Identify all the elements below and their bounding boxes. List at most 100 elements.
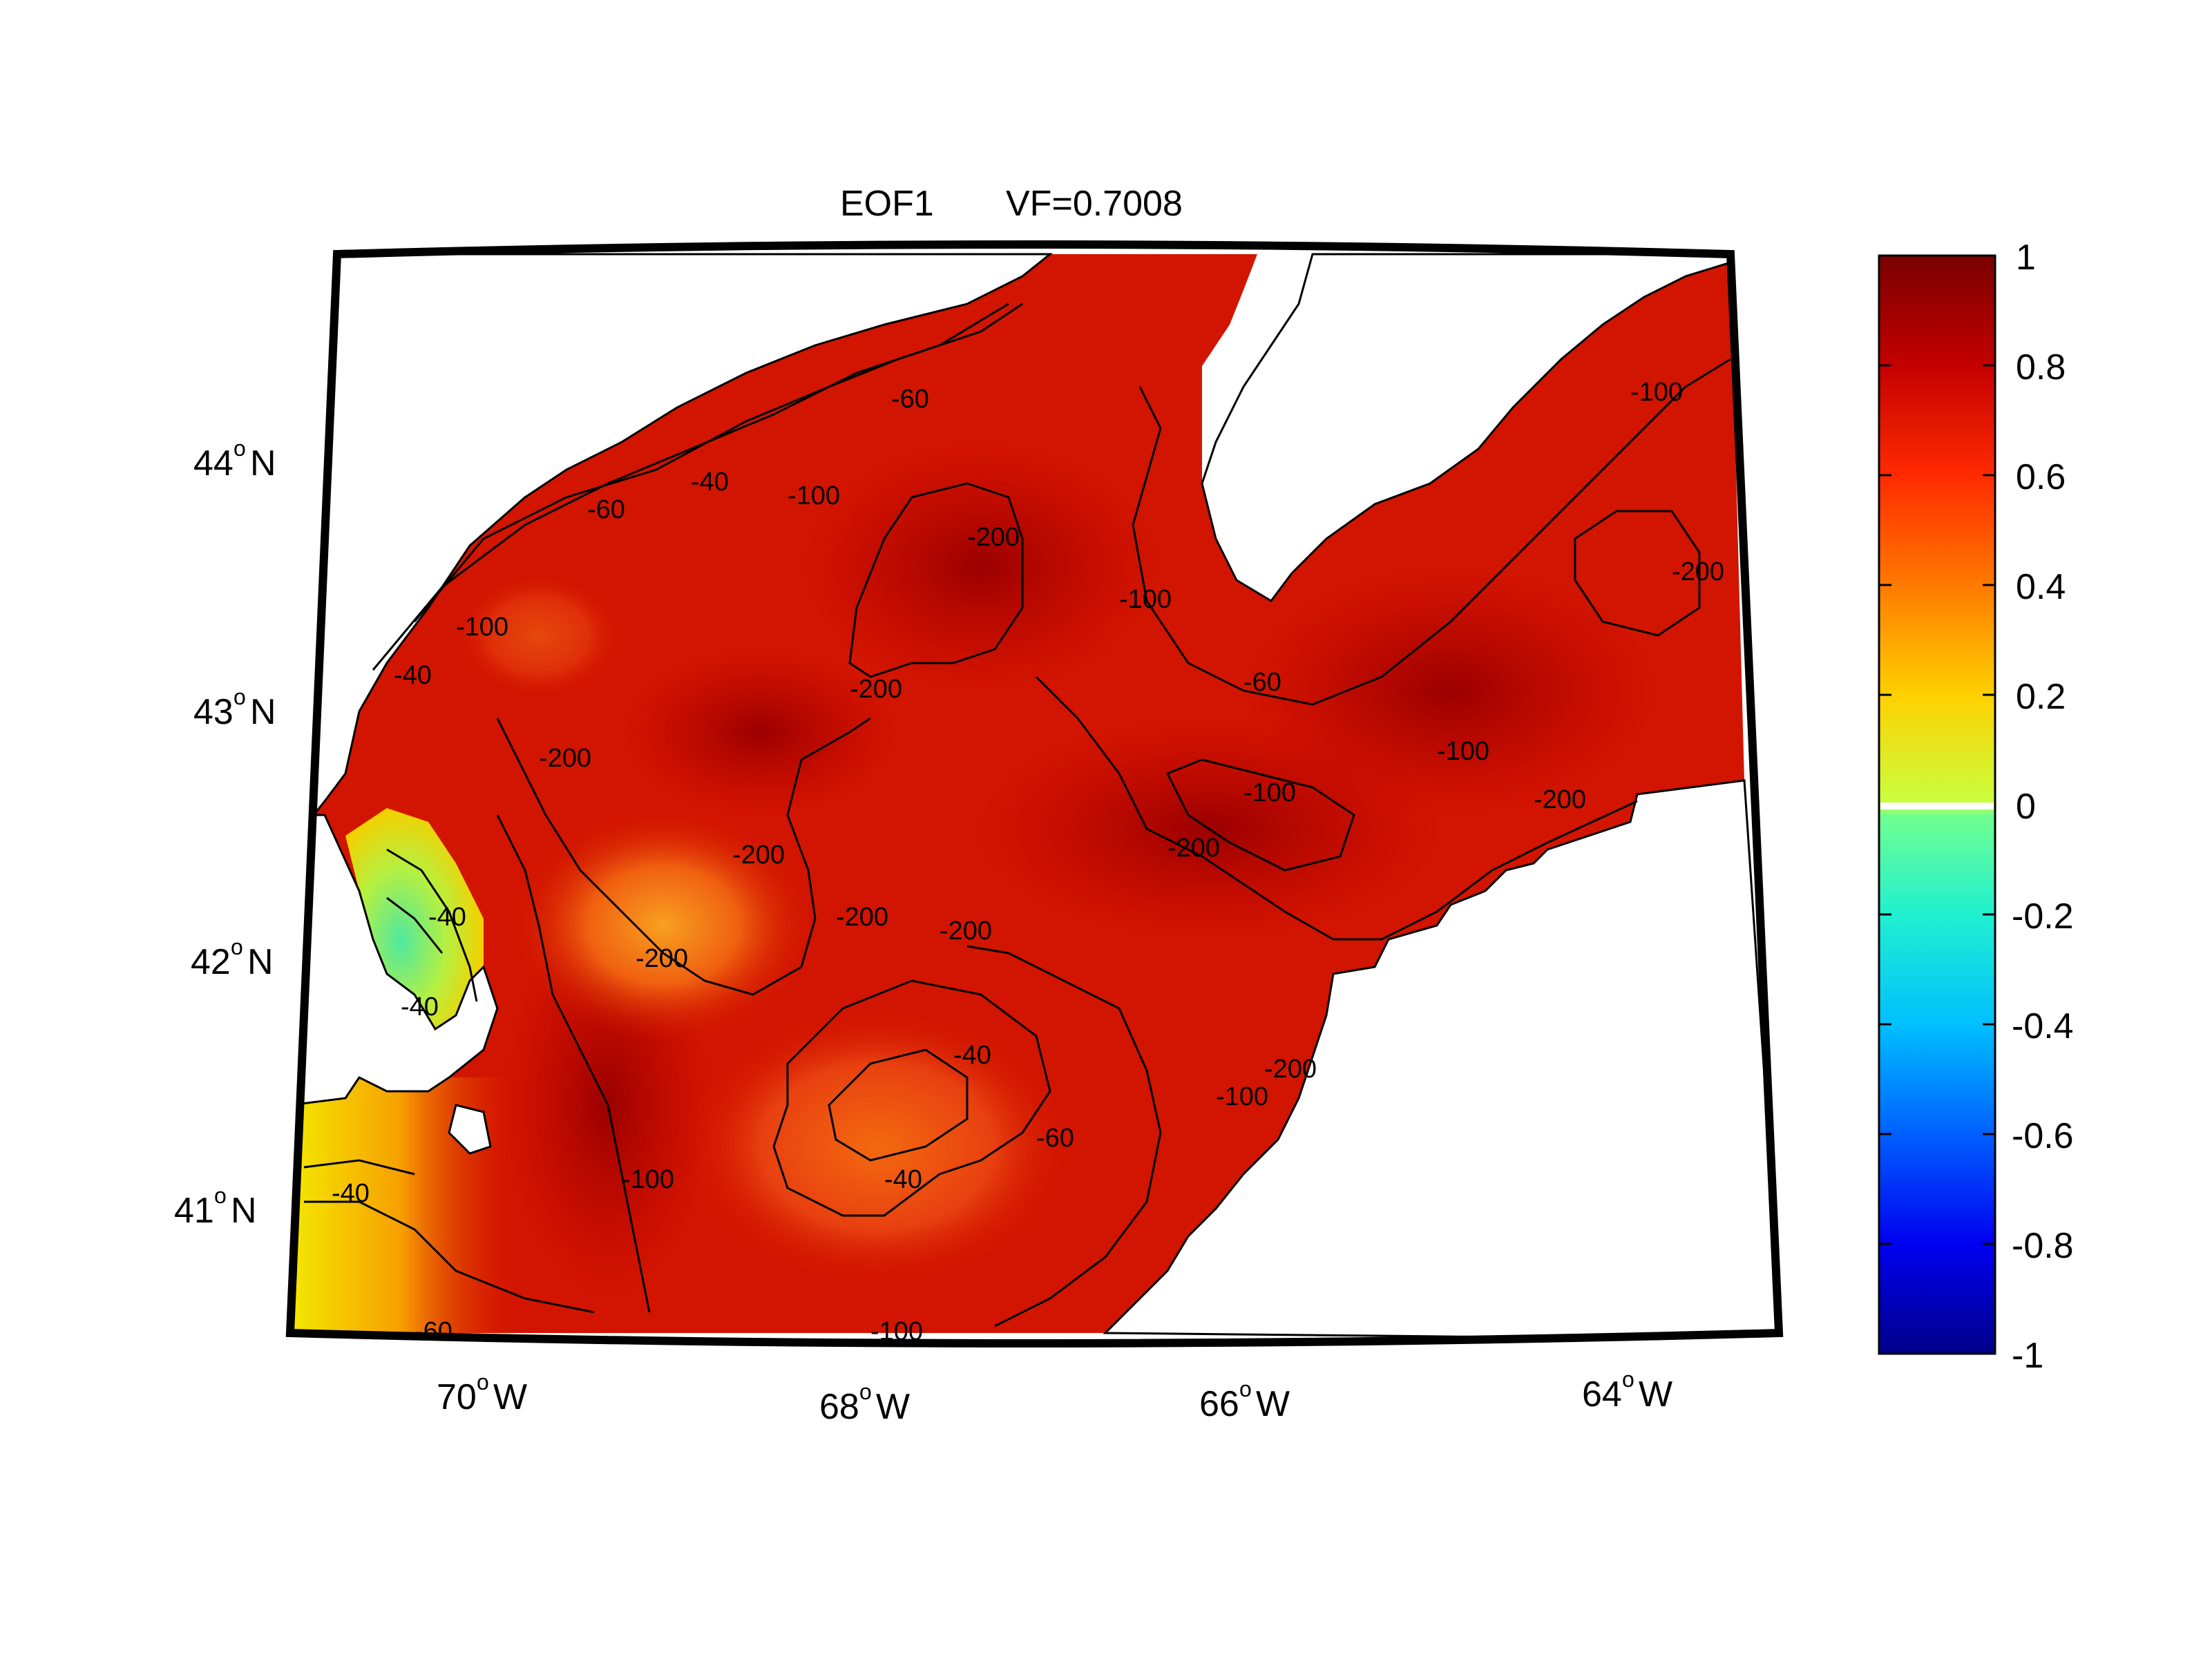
contour-label: -40 [691,468,729,497]
contour-label: -100 [1119,585,1172,614]
colorbar-label: -0.6 [2012,1116,2074,1156]
svg-text:o: o [233,436,246,461]
svg-text:W: W [1256,1384,1290,1424]
contour-200-north [848,482,1024,678]
svg-text:43: 43 [193,692,233,732]
contour-200-east [1035,675,1638,941]
contour-60-coast [372,303,1009,671]
lon-tick-64: 64 o W [1582,1367,1672,1415]
svg-text:N: N [231,1191,257,1231]
contour-label: -40 [332,1179,370,1208]
contour-label: -200 [967,523,1020,552]
svg-text:66: 66 [1199,1384,1239,1424]
contour-label: -200 [1167,834,1220,863]
latitude-axis: 44 o N 43 o N 42 o N 41 o N [174,436,276,1231]
colorbar-label: -0.8 [2012,1226,2074,1266]
svg-text:o: o [1239,1377,1252,1401]
land-nantucket [448,1104,492,1155]
contour-200-gulf [496,717,871,996]
contour-label: -200 [1534,785,1586,814]
contour-label: -200 [1264,1055,1317,1084]
variance-label: VF=0.7008 [1006,184,1183,224]
svg-text:70: 70 [437,1377,477,1417]
contour-label: -200 [836,903,888,932]
svg-text:N: N [247,942,274,982]
contour-100-east-ring [1574,510,1701,637]
contour-label: -60 [1036,1124,1074,1153]
colorbar-label: 0 [2016,787,2036,827]
contour-labels: -60 -100 -200 -200 -200 -200 -200 -200 -… [332,378,1724,1346]
svg-text:o: o [233,684,246,709]
colorbar-label: 0.8 [2016,347,2066,387]
lat-tick-42: 42 o N [191,934,274,982]
svg-text:o: o [859,1379,872,1404]
lat-tick-41: 41 o N [174,1183,257,1231]
contour-label: -100 [1243,778,1296,807]
colorbar-label: 1 [2016,238,2036,278]
map-area: -60 -100 -200 -200 -200 -200 -200 -200 -… [290,253,1779,1346]
svg-text:o: o [1622,1367,1634,1392]
contour-label: -60 [1243,668,1281,697]
contour-label: -200 [850,675,902,704]
contour-label: -100 [456,613,508,642]
longitude-axis: 70 o W 68 o W 66 o W 64 o W [437,1367,1672,1427]
contour-label: -100 [622,1165,674,1194]
contour-label: -60 [414,1317,452,1346]
deep-patch [1243,566,1658,815]
contour-100-fundy [1132,358,1731,706]
contour-lines [303,303,1731,1327]
contour-100-coast [413,303,1023,622]
contour-label: -40 [953,1041,991,1070]
colorbar-ticks [1879,364,1995,1245]
lon-tick-70: 70 o W [437,1370,527,1417]
land-southeast [1103,779,1779,1341]
svg-text:42: 42 [191,942,231,982]
land [290,253,1779,1341]
contour-100-gb [966,945,1162,1327]
contour-label: -200 [539,744,591,773]
deep-patch [801,442,1161,691]
svg-text:W: W [876,1387,910,1427]
colorbar-label: 0.4 [2016,567,2066,607]
contour-label: -40 [884,1165,922,1194]
high-anomaly-georges [684,1008,1071,1285]
map-frame [285,240,1784,1348]
contour-100-central [1165,758,1355,872]
contour-label: -100 [1437,737,1489,766]
contour-label: -100 [1630,378,1683,407]
contour-label: -200 [636,944,688,973]
colorbar-label: -0.2 [2012,896,2074,937]
svg-text:64: 64 [1582,1374,1622,1415]
orange-patch [456,573,622,698]
contour-40-gb [828,1048,969,1162]
contour-label: -200 [1672,557,1724,586]
lon-tick-68: 68 o W [819,1379,910,1427]
lat-tick-43: 43 o N [193,684,276,732]
plot-title: EOF1 [840,184,934,224]
svg-text:68: 68 [819,1387,859,1427]
svg-text:44: 44 [193,443,233,483]
svg-text:W: W [493,1377,527,1417]
svg-text:W: W [1639,1374,1672,1415]
contour-label: -200 [940,917,992,946]
land-nova-scotia [1201,253,1732,602]
contour-label: -100 [788,481,840,510]
colorbar-label: 0.2 [2016,677,2066,717]
contour-40-sw [303,1159,415,1176]
contour-60-gb [772,979,1051,1217]
colorbar-label: -0.4 [2012,1006,2074,1046]
svg-text:41: 41 [174,1191,214,1231]
svg-text:N: N [250,443,276,483]
svg-text:o: o [214,1183,227,1208]
svg-text:o: o [231,934,243,959]
colorbar-labels: 1 0.8 0.6 0.4 0.2 0 -0.2 -0.4 -0.6 -0.8 … [2012,238,2074,1376]
lat-tick-44: 44 o N [193,436,276,483]
contour-label: -40 [428,903,466,932]
lon-tick-66: 66 o W [1199,1377,1290,1424]
contour-label: -200 [732,841,785,870]
land-maine [290,253,1053,839]
colorbar: 1 0.8 0.6 0.4 0.2 0 -0.2 -0.4 -0.6 -0.8 … [1878,238,2074,1376]
svg-text:o: o [477,1370,489,1394]
contour-label: -40 [401,992,439,1022]
